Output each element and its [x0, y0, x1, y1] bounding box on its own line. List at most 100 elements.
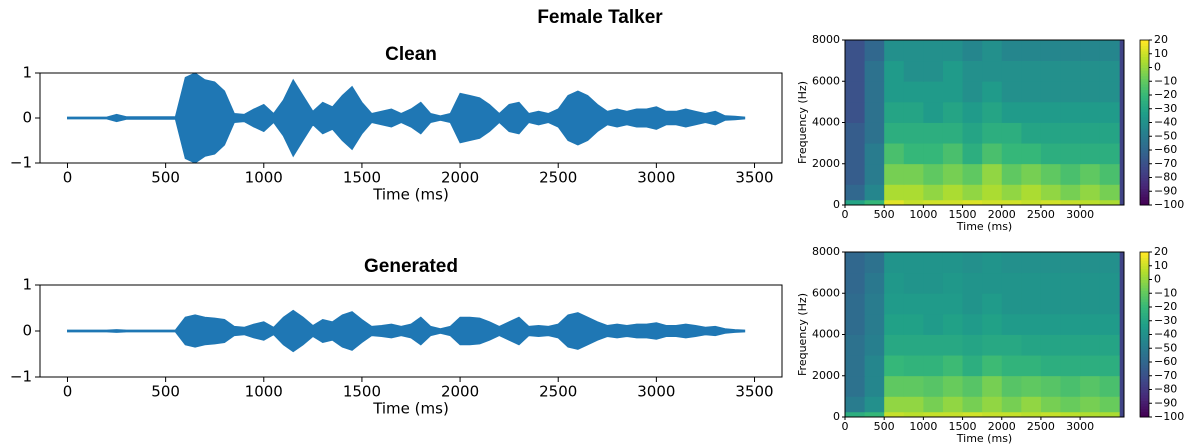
- spectrogram-cell: [1001, 40, 1022, 62]
- x-tick-label: 2000: [441, 169, 479, 187]
- spectrogram-cell: [903, 101, 924, 123]
- spectrogram-cell: [982, 163, 1003, 185]
- colorbar-segment: [1140, 334, 1149, 338]
- colorbar-segment: [1140, 183, 1149, 187]
- spectrogram-cell: [1080, 199, 1101, 206]
- colorbar-segment: [1140, 345, 1149, 349]
- spectrogram-cell: [1080, 411, 1101, 418]
- spectrogram-cell: [942, 163, 963, 185]
- spectrogram-cell: [1099, 334, 1120, 356]
- spectrogram-cell: [845, 272, 865, 294]
- colorbar-segment: [1140, 312, 1149, 316]
- spectrogram-cell: [864, 60, 885, 82]
- spectrogram-cell: [864, 143, 885, 165]
- colorbar-segment: [1140, 274, 1149, 278]
- colorbar-tick-label: −10: [1154, 286, 1177, 299]
- spectrogram-cell: [903, 411, 924, 418]
- spectrogram-cell: [884, 411, 905, 418]
- spectrogram-cell: [1040, 122, 1061, 144]
- colorbar-segment: [1140, 117, 1149, 121]
- spectrogram-cell: [1060, 81, 1081, 103]
- colorbar-segment: [1140, 125, 1149, 129]
- spectrogram-cell: [1040, 81, 1061, 103]
- spectrogram-cell: [1080, 60, 1101, 82]
- spectrogram-cell: [1021, 60, 1042, 82]
- spectrogram-cell: [903, 40, 924, 62]
- spectrogram-cell: [1060, 101, 1081, 123]
- x-tick-label: 2500: [1027, 208, 1055, 221]
- colorbar-segment: [1140, 384, 1149, 388]
- colorbar-tick-label: −50: [1154, 341, 1177, 354]
- spectrogram-cell: [864, 199, 885, 206]
- spectrogram-cell: [982, 334, 1003, 356]
- spectrogram-cell: [845, 143, 865, 165]
- colorbar-segment: [1140, 139, 1149, 143]
- spectrogram-cell: [884, 252, 905, 274]
- x-tick-label: 1500: [343, 169, 381, 187]
- colorbar-tick-label: 0: [1154, 273, 1161, 286]
- spectrogram-cell: [962, 163, 983, 185]
- spectrogram-cell: [1040, 199, 1061, 206]
- colorbar-segment: [1140, 414, 1149, 418]
- spectrogram-cell: [1099, 272, 1120, 294]
- spectrogram-cell: [942, 199, 963, 206]
- spectrogram-cell: [1001, 334, 1022, 356]
- spectrogram-cell: [1060, 199, 1081, 206]
- colorbar-segment: [1140, 56, 1149, 60]
- colorbar-segment: [1140, 285, 1149, 289]
- spectrogram-cell: [1040, 163, 1061, 185]
- spectrogram-cell: [1001, 313, 1022, 335]
- colorbar-segment: [1140, 315, 1149, 319]
- colorbar-segment: [1140, 92, 1149, 96]
- spectrogram-cell: [942, 184, 963, 201]
- colorbar-segment: [1140, 395, 1149, 399]
- spectrogram-cell: [942, 81, 963, 103]
- spectrogram-cell: [942, 375, 963, 397]
- spectrogram-cell: [1099, 101, 1120, 123]
- spectrogram-cell: [1099, 313, 1120, 335]
- spectrogram-cell: [903, 184, 924, 201]
- spectrogram-cell: [1099, 60, 1120, 82]
- colorbar-segment: [1140, 351, 1149, 355]
- colorbar-segment: [1140, 257, 1149, 261]
- colorbar-segment: [1140, 263, 1149, 267]
- spectrogram-cell: [923, 272, 944, 294]
- colorbar-segment: [1140, 188, 1149, 192]
- spectrogram-cell: [864, 375, 885, 397]
- spectrogram-cell: [1001, 252, 1022, 274]
- spectrogram-cell: [884, 293, 905, 315]
- spectrogram-cell: [1001, 184, 1022, 201]
- spectrogram-cell: [923, 184, 944, 201]
- spectrogram-cell: [982, 313, 1003, 335]
- spectrogram-cell: [923, 122, 944, 144]
- colorbar-segment: [1140, 378, 1149, 382]
- spectrogram-cell: [1080, 272, 1101, 294]
- colorbar-segment: [1140, 254, 1149, 258]
- spectrogram-cell: [1040, 411, 1061, 418]
- spectrogram-cell: [864, 396, 885, 413]
- y-tick-label: −1: [10, 154, 32, 172]
- spectrogram-cell: [962, 272, 983, 294]
- spectrogram-cell: [982, 252, 1003, 274]
- colorbar-segment: [1140, 133, 1149, 137]
- x-axis-label: Time (ms): [372, 186, 449, 204]
- spectrogram-cell: [923, 60, 944, 82]
- x-axis-label: Time (ms): [372, 400, 449, 418]
- spectrogram-cell: [1060, 184, 1081, 201]
- spectrogram-cell: [1021, 252, 1042, 274]
- spectrogram-cell: [962, 122, 983, 144]
- spectrogram-cell: [1099, 163, 1120, 185]
- spectrogram-cell: [884, 122, 905, 144]
- spectrogram-cell: [1099, 81, 1120, 103]
- spectrogram-cell: [1040, 334, 1061, 356]
- spectrogram-cell: [1040, 184, 1061, 201]
- colorbar-tick-label: −30: [1154, 314, 1177, 327]
- colorbar-segment: [1140, 282, 1149, 286]
- spectrogram-cell: [1080, 355, 1101, 377]
- colorbar-segment: [1140, 161, 1149, 165]
- x-tick-label: 1000: [245, 169, 283, 187]
- colorbar-segment: [1140, 144, 1149, 148]
- spectrogram-cell: [923, 396, 944, 413]
- colorbar-segment: [1140, 111, 1149, 115]
- spectrogram-cell: [884, 199, 905, 206]
